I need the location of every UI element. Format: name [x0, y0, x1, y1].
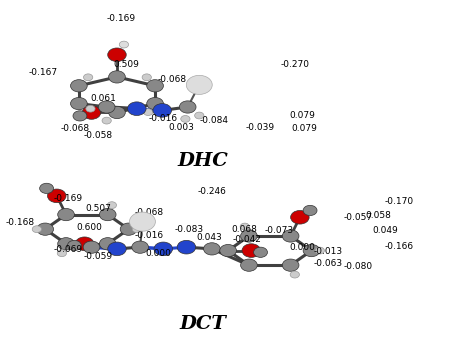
Circle shape: [240, 223, 249, 230]
Text: -0.063: -0.063: [313, 259, 342, 268]
Circle shape: [100, 238, 116, 250]
Circle shape: [144, 109, 153, 116]
Text: -0.167: -0.167: [28, 68, 57, 77]
Circle shape: [40, 183, 54, 193]
Text: -0.058: -0.058: [84, 131, 113, 140]
Text: 0.509: 0.509: [113, 60, 139, 69]
Circle shape: [290, 271, 300, 278]
Text: 0.079: 0.079: [289, 111, 315, 120]
Text: 0.000: 0.000: [146, 248, 172, 257]
Text: -0.084: -0.084: [200, 116, 229, 125]
Text: -0.039: -0.039: [246, 122, 275, 131]
Text: DCT: DCT: [179, 316, 226, 334]
Circle shape: [241, 230, 257, 242]
Text: -0.246: -0.246: [198, 187, 227, 196]
Circle shape: [142, 74, 151, 81]
Circle shape: [98, 101, 115, 113]
Circle shape: [37, 223, 54, 235]
Circle shape: [120, 223, 137, 235]
Circle shape: [58, 208, 74, 221]
Circle shape: [57, 250, 66, 257]
Circle shape: [242, 244, 261, 257]
Circle shape: [147, 98, 164, 110]
Text: 0.068: 0.068: [231, 225, 257, 234]
Text: -0.068: -0.068: [158, 75, 187, 84]
Circle shape: [154, 242, 173, 256]
Circle shape: [315, 247, 324, 254]
Circle shape: [303, 205, 317, 216]
Circle shape: [100, 208, 116, 221]
Circle shape: [109, 106, 125, 119]
Text: DHC: DHC: [177, 152, 228, 170]
Circle shape: [73, 111, 87, 121]
Circle shape: [58, 238, 74, 250]
Text: -0.170: -0.170: [385, 198, 414, 207]
Circle shape: [75, 237, 94, 251]
Text: -0.068: -0.068: [135, 208, 164, 217]
Circle shape: [47, 189, 66, 203]
Circle shape: [108, 242, 126, 256]
Circle shape: [291, 210, 309, 224]
Circle shape: [108, 48, 126, 62]
Circle shape: [254, 247, 267, 257]
Text: 0.600: 0.600: [76, 223, 102, 232]
Circle shape: [132, 226, 142, 233]
Circle shape: [132, 241, 148, 253]
Text: -0.013: -0.013: [313, 247, 342, 256]
Circle shape: [83, 241, 100, 253]
Text: -0.166: -0.166: [385, 242, 414, 251]
Text: -0.169: -0.169: [107, 13, 136, 22]
Circle shape: [71, 98, 87, 110]
Text: 0.003: 0.003: [169, 122, 195, 131]
Circle shape: [71, 80, 87, 92]
Circle shape: [179, 101, 196, 113]
Circle shape: [128, 102, 146, 116]
Text: -0.016: -0.016: [135, 231, 164, 240]
Text: -0.168: -0.168: [5, 218, 34, 227]
Text: 0.000: 0.000: [289, 243, 315, 252]
Circle shape: [153, 103, 172, 117]
Circle shape: [86, 105, 95, 112]
Text: 0.058: 0.058: [365, 211, 392, 220]
Text: 0.079: 0.079: [292, 124, 318, 133]
Circle shape: [147, 80, 164, 92]
Circle shape: [283, 230, 299, 242]
Circle shape: [177, 240, 196, 254]
Circle shape: [107, 202, 117, 209]
Circle shape: [119, 41, 128, 48]
Text: -0.169: -0.169: [54, 194, 83, 203]
Circle shape: [129, 212, 155, 231]
Circle shape: [102, 117, 111, 124]
Circle shape: [67, 240, 82, 251]
Text: 0.043: 0.043: [197, 233, 222, 242]
Text: 0.507: 0.507: [85, 204, 111, 213]
Text: -0.068: -0.068: [61, 124, 90, 133]
Circle shape: [195, 112, 204, 119]
Circle shape: [82, 106, 101, 119]
Text: -0.069: -0.069: [54, 245, 83, 254]
Circle shape: [283, 259, 299, 271]
Circle shape: [181, 116, 190, 122]
Text: 0.049: 0.049: [373, 226, 399, 235]
Text: -0.073: -0.073: [264, 226, 293, 235]
Circle shape: [186, 75, 212, 94]
Text: -0.016: -0.016: [149, 114, 178, 123]
Text: -0.042: -0.042: [232, 235, 261, 244]
Text: 0.061: 0.061: [90, 94, 116, 103]
Circle shape: [303, 244, 320, 257]
Circle shape: [220, 244, 237, 257]
Text: -0.059: -0.059: [84, 252, 113, 261]
Circle shape: [109, 71, 125, 83]
Circle shape: [83, 74, 93, 81]
Text: -0.057: -0.057: [343, 213, 373, 222]
Circle shape: [32, 226, 42, 233]
Text: -0.083: -0.083: [174, 225, 203, 234]
Circle shape: [241, 259, 257, 271]
Text: -0.270: -0.270: [281, 60, 310, 69]
Text: -0.080: -0.080: [343, 262, 373, 271]
Circle shape: [203, 243, 220, 255]
